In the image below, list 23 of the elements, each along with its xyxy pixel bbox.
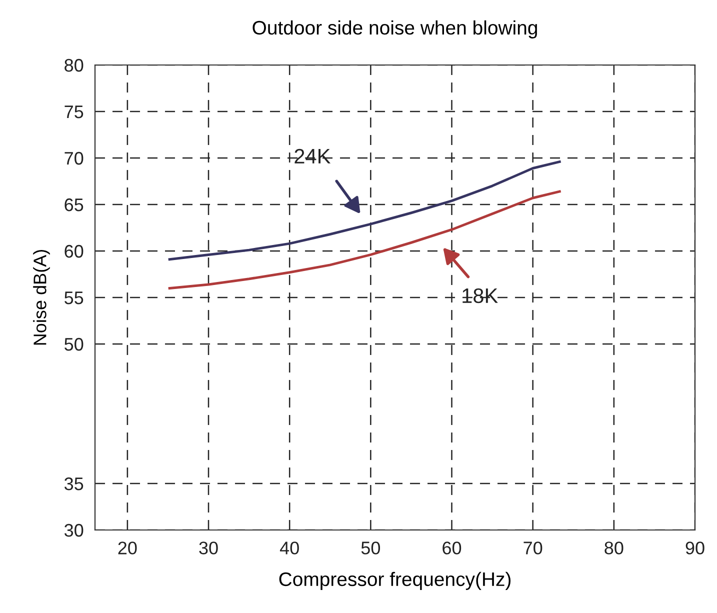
y-tick-label: 50 xyxy=(64,338,84,351)
x-tick-label: 90 xyxy=(686,542,704,554)
y-tick-label: 80 xyxy=(64,58,84,72)
y-tick-label: 35 xyxy=(64,477,84,490)
y-tick-label: 65 xyxy=(64,198,84,212)
x-tick-label: 20 xyxy=(118,542,137,554)
x-tick-label: 30 xyxy=(199,542,218,554)
y-tick-label: 60 xyxy=(64,244,84,258)
y-tick-label: 75 xyxy=(64,106,84,118)
x-tick-label: 50 xyxy=(361,542,380,554)
x-axis-title: Compressor frequency(Hz) xyxy=(279,572,510,590)
line-series xyxy=(168,190,561,290)
x-tick-label: 70 xyxy=(524,542,542,554)
chart-title: Outdoor side noise when blowing xyxy=(252,20,537,38)
y-tick-label: 30 xyxy=(64,524,84,537)
y-tick-label: 70 xyxy=(64,152,84,165)
y-tick-label: 55 xyxy=(64,292,84,304)
annotation: 24K xyxy=(294,148,330,164)
x-tick-label: 80 xyxy=(604,542,624,554)
y-axis-title: Noise dB(A) xyxy=(33,250,50,345)
x-tick-label: 60 xyxy=(442,542,462,554)
x-tick-label: 40 xyxy=(280,542,299,554)
annotation: 18K xyxy=(462,288,498,304)
